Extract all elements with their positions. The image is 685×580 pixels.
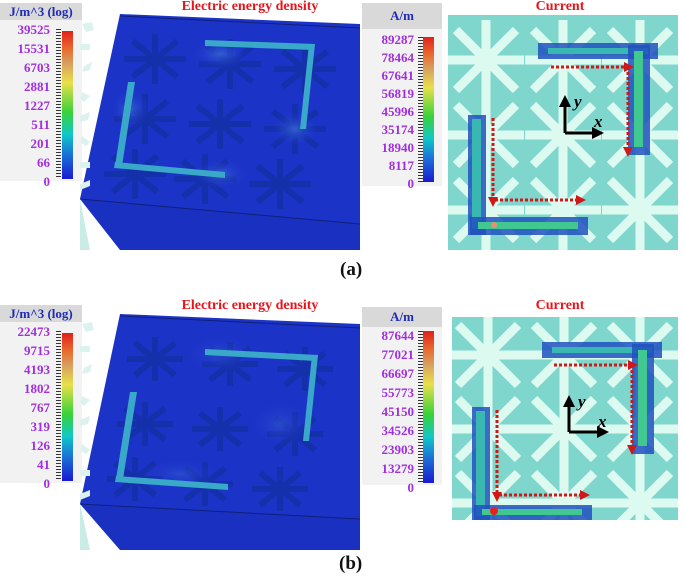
axis-y-label: y — [572, 92, 582, 111]
legend-value: 9715 — [24, 343, 50, 358]
legend-value: 8117 — [388, 158, 414, 173]
legend-value: 18940 — [381, 140, 415, 155]
caption-a: (a) — [340, 259, 363, 280]
legend-value: 41 — [37, 457, 50, 472]
energy-title-a: Electric energy density — [181, 0, 319, 14]
legend-value: 2881 — [24, 79, 50, 94]
legend-value: 45150 — [381, 404, 415, 419]
colorbar — [423, 331, 434, 483]
legend-value: 0 — [43, 476, 51, 491]
legend-value: 67641 — [381, 68, 415, 83]
caption-b: (b) — [339, 553, 363, 574]
current-title-b: Current — [535, 298, 585, 313]
legend-value: 39525 — [17, 22, 51, 37]
legend-value: 6703 — [24, 60, 50, 75]
axis-x-label: x — [597, 412, 607, 431]
colorbar-ticks — [418, 331, 423, 483]
energy-plot-a — [80, 14, 360, 250]
current-plot-a: y x — [448, 15, 678, 250]
current-plot-b: y x — [452, 317, 678, 520]
legend-value: 319 — [30, 419, 51, 434]
legend-value: 1227 — [24, 98, 50, 113]
energy-legend-title: J/m^3 (log) — [0, 3, 82, 20]
legend-value: 126 — [30, 438, 51, 453]
legend-value: 77021 — [381, 347, 415, 362]
axis-x-label: x — [593, 112, 603, 131]
legend-value: 201 — [30, 136, 51, 151]
energy-plot-b — [80, 314, 360, 550]
energy-title-b: Electric energy density — [181, 298, 319, 313]
current-legend-title: A/m — [362, 307, 442, 327]
legend-value: 87644 — [381, 328, 415, 343]
legend-value: 56819 — [381, 86, 415, 101]
legend-value: 78464 — [381, 50, 415, 65]
colorbar-ticks — [56, 29, 61, 179]
legend-value: 66 — [37, 155, 50, 170]
legend-value: 55773 — [381, 385, 415, 400]
legend-value: 45996 — [381, 104, 415, 119]
energy-legend-b: J/m^3 (log) 22473 9715 4193 1802 767 319… — [0, 305, 82, 490]
colorbar — [62, 31, 73, 179]
colorbar — [423, 37, 434, 182]
legend-value: 89287 — [381, 32, 415, 47]
current-legend-a: A/m 89287 78464 67641 56819 45996 35174 … — [362, 3, 442, 190]
legend-value: 4193 — [24, 362, 50, 377]
current-title-a: Current — [535, 0, 585, 14]
colorbar-ticks — [56, 331, 61, 481]
legend-value: 0 — [407, 480, 415, 495]
legend-value: 15531 — [17, 41, 51, 56]
legend-value: 511 — [31, 117, 50, 132]
legend-value: 35174 — [381, 122, 415, 137]
axis-y-label: y — [576, 392, 586, 411]
energy-legend-a: J/m^3 (log) 39525 15531 6703 2881 1227 5… — [0, 3, 82, 188]
legend-value: 22473 — [17, 324, 51, 339]
legend-value: 23903 — [381, 442, 415, 457]
current-legend-b: A/m 87644 77021 66697 55773 45150 34526 … — [362, 307, 442, 494]
legend-value: 0 — [407, 176, 415, 191]
legend-value: 34526 — [381, 423, 415, 438]
colorbar — [62, 333, 73, 481]
colorbar-ticks — [418, 37, 423, 182]
legend-value: 1802 — [24, 381, 50, 396]
energy-legend-title: J/m^3 (log) — [0, 305, 82, 322]
current-legend-title: A/m — [362, 3, 442, 29]
legend-value: 66697 — [381, 366, 415, 381]
legend-value: 0 — [43, 174, 51, 189]
legend-value: 13279 — [381, 461, 415, 476]
legend-value: 767 — [30, 400, 51, 415]
